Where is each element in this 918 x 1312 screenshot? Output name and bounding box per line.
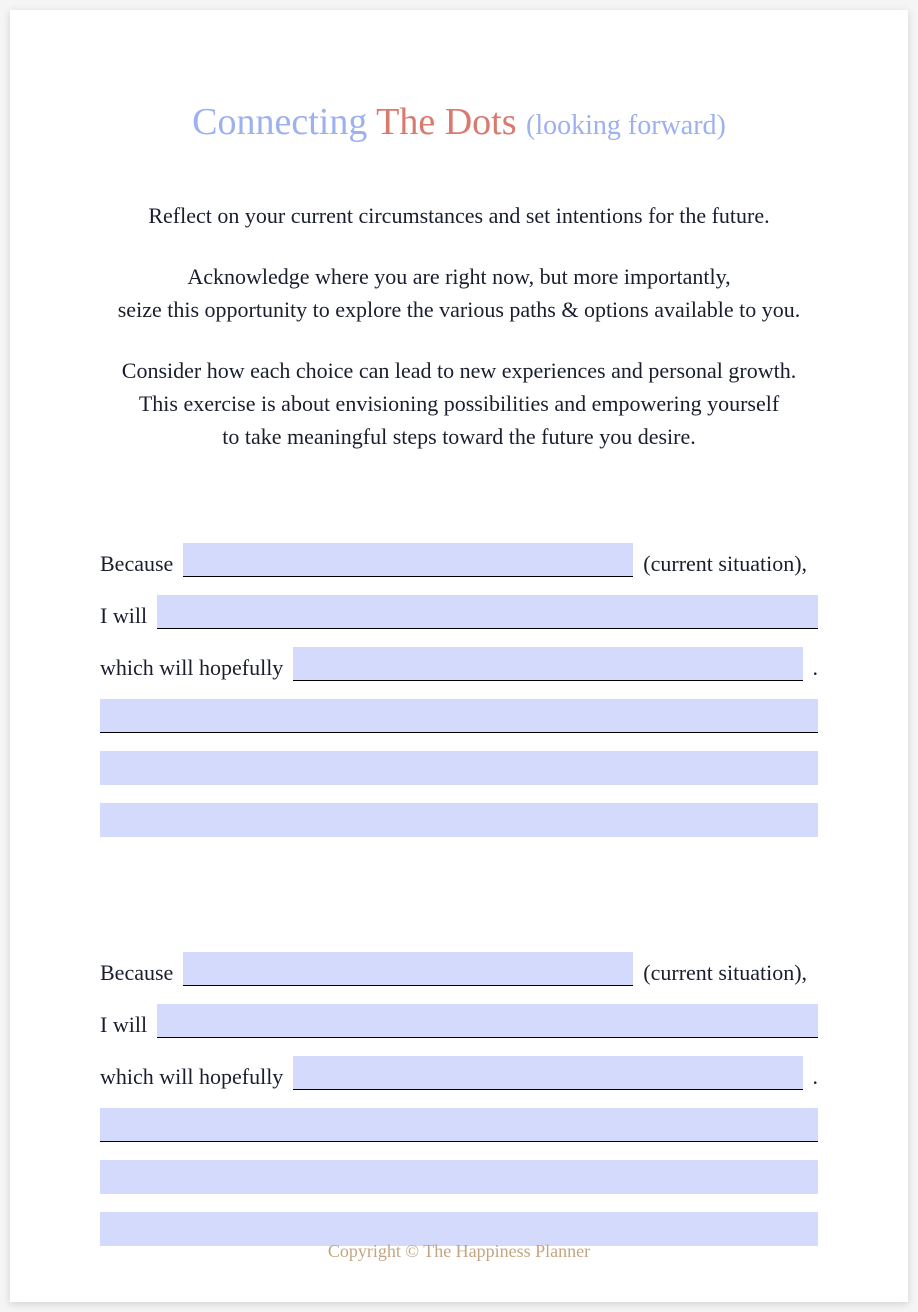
- because-input[interactable]: [183, 543, 633, 577]
- because-line: Because (current situation),: [100, 952, 818, 986]
- reflection-section-1: Because (current situation), I will whic…: [100, 543, 818, 837]
- which-input[interactable]: [293, 1056, 802, 1090]
- because-line: Because (current situation),: [100, 543, 818, 577]
- copyright-footer: Copyright © The Happiness Planner: [10, 1241, 908, 1262]
- title-word-2: The Dots: [376, 101, 526, 143]
- current-situation-label: (current situation),: [643, 960, 807, 986]
- because-label: Because: [100, 960, 173, 986]
- page-title: Connecting The Dots (looking forward): [70, 100, 848, 144]
- which-line: which will hopefully .: [100, 647, 818, 681]
- extra-line-2[interactable]: [100, 1160, 818, 1194]
- iwill-line: I will: [100, 595, 818, 629]
- worksheet-page: Connecting The Dots (looking forward) Re…: [10, 10, 908, 1302]
- iwill-line: I will: [100, 1004, 818, 1038]
- intro-p3: Consider how each choice can lead to new…: [70, 354, 848, 453]
- extra-line-3[interactable]: [100, 803, 818, 837]
- extra-line-1[interactable]: [100, 699, 818, 733]
- title-word-1: Connecting: [192, 101, 376, 143]
- sections: Because (current situation), I will whic…: [70, 543, 848, 1246]
- because-label: Because: [100, 551, 173, 577]
- reflection-section-2: Because (current situation), I will whic…: [100, 952, 818, 1246]
- current-situation-label: (current situation),: [643, 551, 807, 577]
- title-subtitle: (looking forward): [526, 110, 726, 141]
- period-label: .: [813, 1064, 819, 1090]
- iwill-label: I will: [100, 603, 147, 629]
- which-line: which will hopefully .: [100, 1056, 818, 1090]
- iwill-label: I will: [100, 1012, 147, 1038]
- intro-text: Reflect on your current circumstances an…: [70, 199, 848, 453]
- intro-p1: Reflect on your current circumstances an…: [70, 199, 848, 232]
- which-input[interactable]: [293, 647, 802, 681]
- extra-line-1[interactable]: [100, 1108, 818, 1142]
- which-label: which will hopefully: [100, 655, 283, 681]
- extra-line-2[interactable]: [100, 751, 818, 785]
- because-input[interactable]: [183, 952, 633, 986]
- iwill-input[interactable]: [157, 1004, 818, 1038]
- intro-p2: Acknowledge where you are right now, but…: [70, 260, 848, 326]
- which-label: which will hopefully: [100, 1064, 283, 1090]
- period-label: .: [813, 655, 819, 681]
- iwill-input[interactable]: [157, 595, 818, 629]
